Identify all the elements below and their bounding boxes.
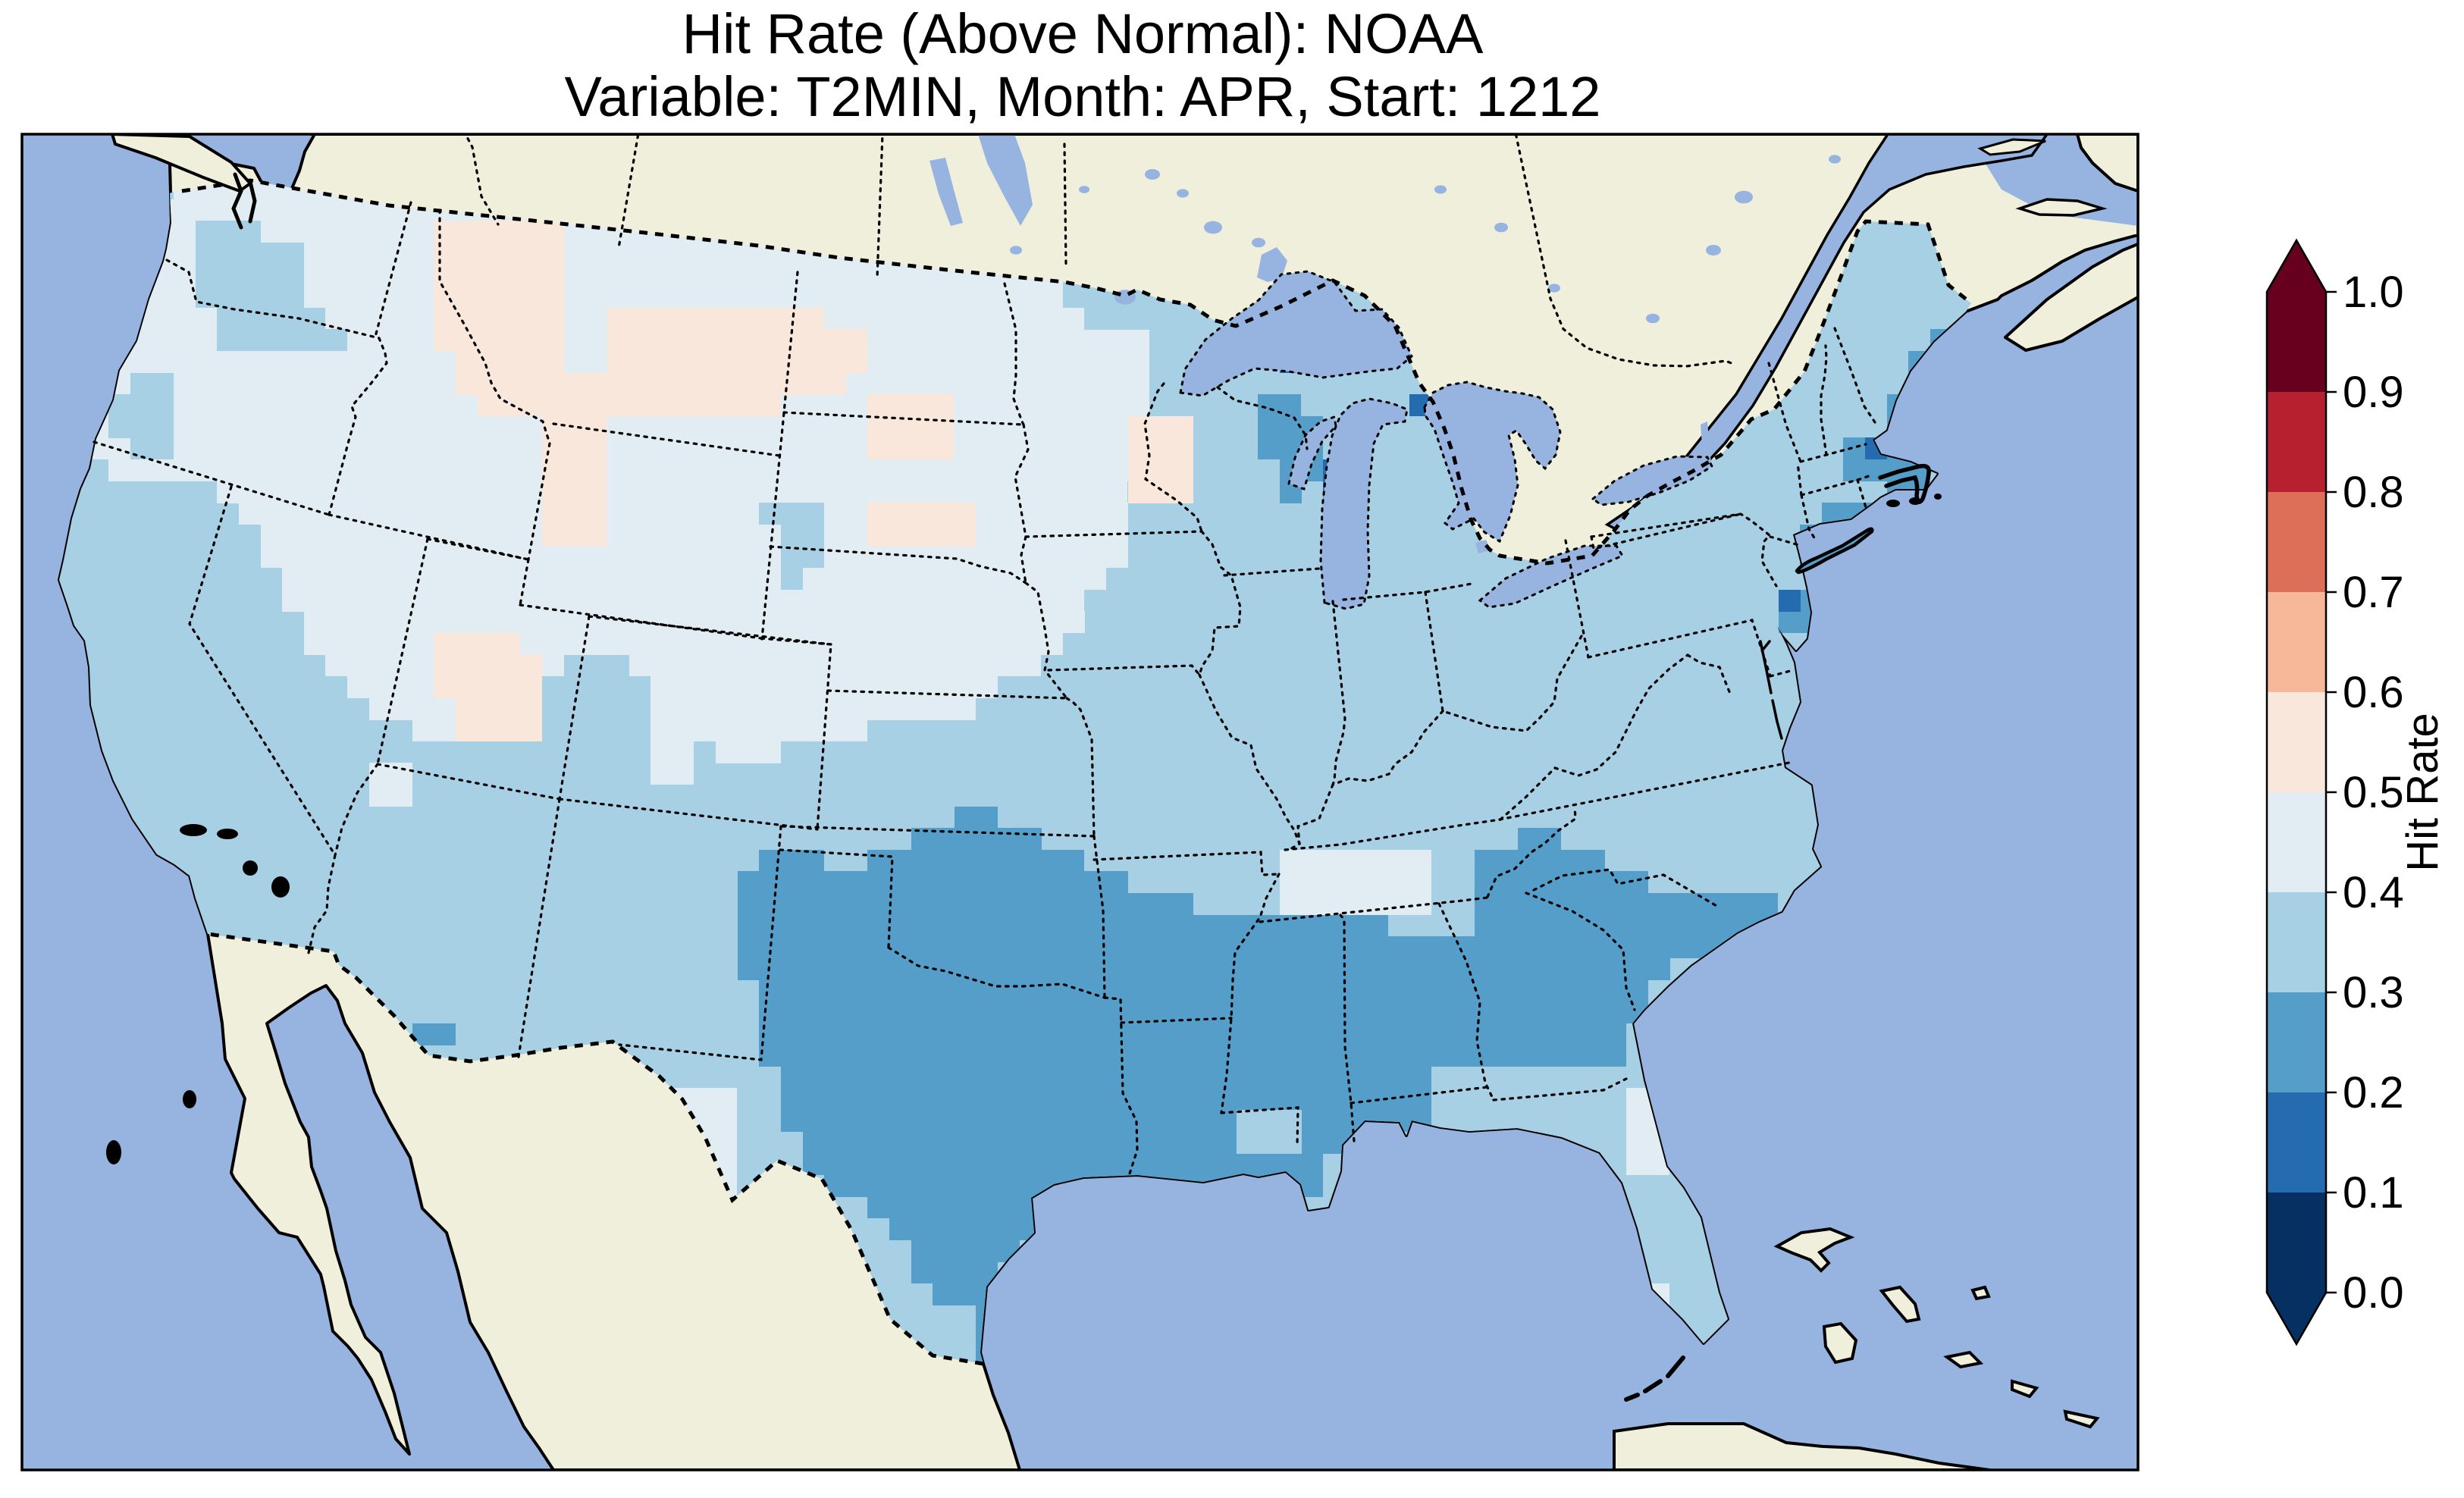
svg-text:0.4: 0.4	[2343, 868, 2404, 917]
svg-text:Hit Rate: Hit Rate	[2398, 713, 2447, 872]
svg-text:0.2: 0.2	[2343, 1068, 2404, 1117]
svg-text:0.9: 0.9	[2343, 368, 2404, 417]
svg-text:0.8: 0.8	[2343, 468, 2404, 517]
svg-text:Hit Rate (Above Normal): NOAA: Hit Rate (Above Normal): NOAA	[682, 2, 1484, 65]
svg-text:0.5: 0.5	[2343, 768, 2404, 817]
svg-text:0.0: 0.0	[2343, 1268, 2404, 1318]
svg-text:Variable: T2MIN, Month: APR, S: Variable: T2MIN, Month: APR, Start: 1212	[565, 65, 1601, 128]
svg-text:0.7: 0.7	[2343, 568, 2404, 617]
svg-text:0.6: 0.6	[2343, 668, 2404, 717]
svg-text:0.3: 0.3	[2343, 968, 2404, 1017]
svg-text:0.1: 0.1	[2343, 1168, 2404, 1218]
svg-text:1.0: 1.0	[2343, 268, 2404, 317]
